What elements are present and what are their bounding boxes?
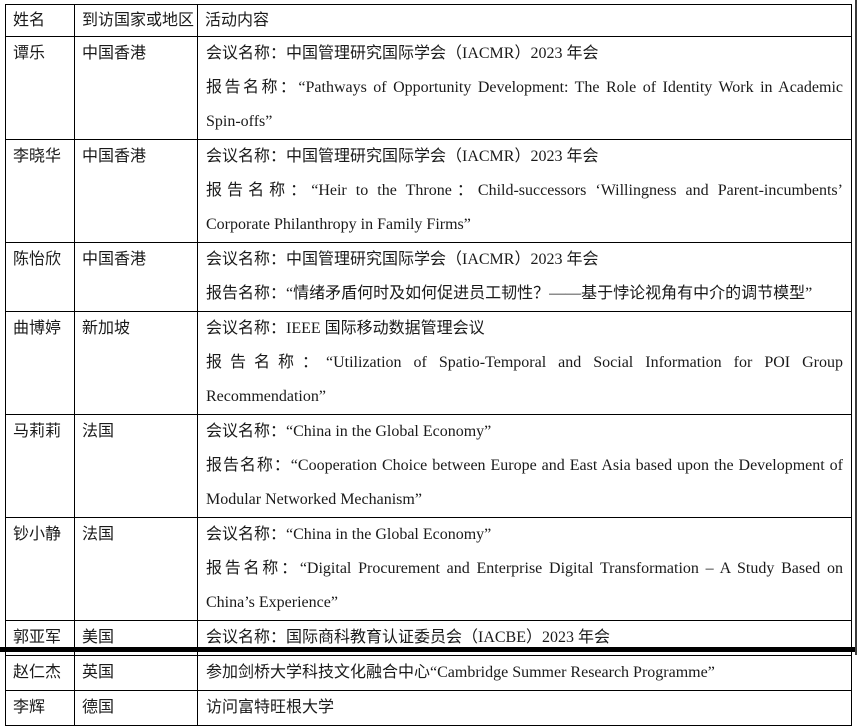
- activity-line: 访问富特旺根大学: [206, 699, 335, 716]
- name-cell: 陈怡欣: [5, 242, 75, 312]
- activity-cell: 会议名称：“China in the Global Economy” 报告名称：“…: [197, 517, 852, 621]
- destination-cell: 新加坡: [74, 311, 198, 415]
- activity-cell: 会议名称：中国管理研究国际学会（IACMR）2023 年会报告名称：“Pathw…: [197, 36, 852, 140]
- destination-cell: 中国香港: [74, 36, 198, 140]
- activity-cell: 会议名称：中国管理研究国际学会（IACMR）2023 年会报告名称：“Heir …: [197, 139, 852, 243]
- col-header-destination: 到访国家或地区: [74, 4, 198, 37]
- activity-line: 报告名称：“Utilization of Spatio-Temporal and…: [206, 354, 843, 405]
- activity-line: 参加剑桥大学科技文化融合中心“Cambridge Summer Research…: [206, 664, 715, 681]
- table-row: 赵仁杰 英国 参加剑桥大学科技文化融合中心“Cambridge Summer Res…: [5, 655, 852, 691]
- activity-line: 报告名称：“Digital Procurement and Enterprise…: [206, 560, 843, 611]
- activity-cell: 会议名称：“China in the Global Economy” 报告名称：“…: [197, 414, 852, 518]
- name-cell: 马莉莉: [5, 414, 75, 518]
- activity-line: 报告名称：“Heir to the Throne：Child-successor…: [206, 182, 843, 233]
- activity-line: 会议名称：IEEE 国际移动数据管理会议: [206, 320, 485, 337]
- name-cell: 钞小静: [5, 517, 75, 621]
- destination-cell: 中国香港: [74, 139, 198, 243]
- header-row: 姓名 到访国家或地区 活动内容: [5, 4, 852, 37]
- table-row: 陈怡欣 中国香港 会议名称：中国管理研究国际学会（IACMR）2023 年会报告名称…: [5, 242, 852, 312]
- activity-line: 报告名称：“情绪矛盾何时及如何促进员工韧性？——基于悖论视角有中介的调节模型”: [206, 285, 813, 302]
- table-row: 钞小静 法国 会议名称：“China in the Global Economy” 报…: [5, 517, 852, 621]
- activity-cell: 访问富特旺根大学: [197, 690, 852, 726]
- activity-line: 报告名称：“Pathways of Opportunity Developmen…: [206, 79, 843, 130]
- destination-cell: 法国: [74, 414, 198, 518]
- name-cell: 赵仁杰: [5, 655, 75, 691]
- activity-line: 会议名称：“China in the Global Economy”: [206, 423, 492, 440]
- table-row: 谭乐 中国香港 会议名称：中国管理研究国际学会（IACMR）2023 年会报告名称：…: [5, 36, 852, 140]
- destination-cell: 中国香港: [74, 242, 198, 312]
- activity-line: 会议名称：“China in the Global Economy”: [206, 526, 492, 543]
- table-row: 曲博婷 新加坡 会议名称：IEEE 国际移动数据管理会议报告名称：“Utilizat…: [5, 311, 852, 415]
- table-row: 李辉 德国 访问富特旺根大学: [5, 690, 852, 726]
- page-bottom-rule: [0, 647, 857, 652]
- name-cell: 李辉: [5, 690, 75, 726]
- activity-line: 会议名称：中国管理研究国际学会（IACMR）2023 年会: [206, 45, 599, 62]
- col-header-name: 姓名: [5, 4, 75, 37]
- col-header-activity: 活动内容: [197, 4, 852, 37]
- activity-line: 会议名称：国际商科教育认证委员会（IACBE）2023 年会: [206, 629, 611, 646]
- page-right-edge-line: [855, 0, 857, 655]
- table-body: 谭乐 中国香港 会议名称：中国管理研究国际学会（IACMR）2023 年会 报告名称：…: [5, 36, 852, 726]
- table-row: 马莉莉 法国 会议名称：“China in the Global Economy” 报…: [5, 414, 852, 518]
- name-cell: 李晓华: [5, 139, 75, 243]
- activity-cell: 会议名称：IEEE 国际移动数据管理会议报告名称：“Utilization of…: [197, 311, 852, 415]
- activity-line: 报告名称：“Cooperation Choice between Europe …: [206, 457, 843, 508]
- destination-cell: 英国: [74, 655, 198, 691]
- destination-cell: 德国: [74, 690, 198, 726]
- activity-cell: 参加剑桥大学科技文化融合中心“Cambridge Summer Research…: [197, 655, 852, 691]
- activity-line: 会议名称：中国管理研究国际学会（IACMR）2023 年会: [206, 148, 599, 165]
- name-cell: 曲博婷: [5, 311, 75, 415]
- overseas-visits-table: 姓名 到访国家或地区 活动内容 谭乐 中国香港 会议名称：中国管理研究国际学会（IA…: [5, 4, 852, 726]
- destination-cell: 法国: [74, 517, 198, 621]
- name-cell: 谭乐: [5, 36, 75, 140]
- activity-cell: 会议名称：中国管理研究国际学会（IACMR）2023 年会报告名称：“情绪矛盾何…: [197, 242, 852, 312]
- activity-line: 会议名称：中国管理研究国际学会（IACMR）2023 年会: [206, 251, 599, 268]
- table-row: 李晓华 中国香港 会议名称：中国管理研究国际学会（IACMR）2023 年会报告名称…: [5, 139, 852, 243]
